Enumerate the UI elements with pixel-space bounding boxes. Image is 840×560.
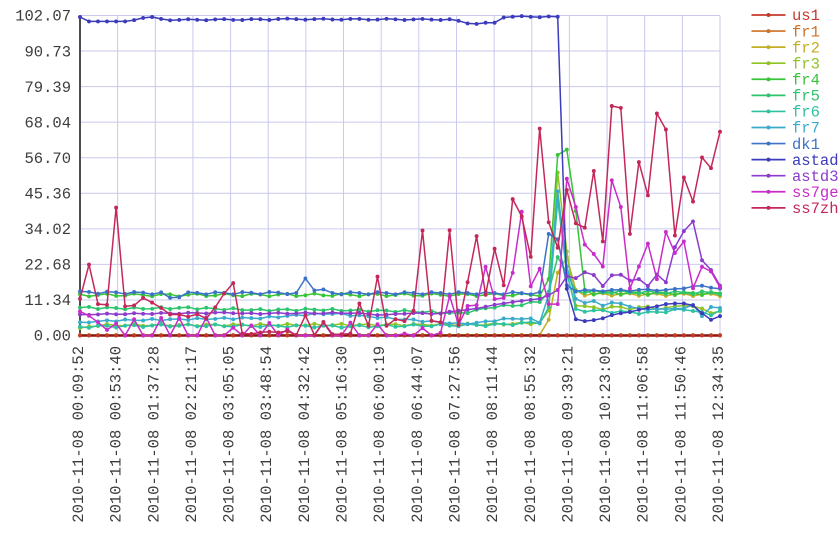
svg-text:2010-11-08 12:34:35: 2010-11-08 12:34:35 [710, 346, 728, 523]
svg-text:2010-11-08 01:37:28: 2010-11-08 01:37:28 [145, 346, 163, 523]
svg-text:2010-11-08 00:53:40: 2010-11-08 00:53:40 [108, 346, 126, 523]
svg-text:fr4: fr4 [792, 71, 820, 89]
svg-text:us1: us1 [792, 7, 820, 25]
svg-text:2010-11-08 11:06:58: 2010-11-08 11:06:58 [635, 346, 653, 523]
svg-text:2010-11-08 00:09:52: 2010-11-08 00:09:52 [70, 346, 88, 523]
svg-text:astd3: astd3 [792, 168, 839, 186]
svg-text:fr3: fr3 [792, 55, 820, 73]
svg-text:2010-11-08 10:23:09: 2010-11-08 10:23:09 [597, 346, 615, 523]
svg-text:astad: astad [792, 152, 839, 170]
svg-text:2010-11-08 09:39:21: 2010-11-08 09:39:21 [559, 346, 577, 523]
svg-text:68.04: 68.04 [24, 114, 71, 132]
svg-text:2010-11-08 08:55:32: 2010-11-08 08:55:32 [522, 346, 540, 523]
svg-text:79.39: 79.39 [24, 79, 71, 97]
svg-text:34.02: 34.02 [24, 221, 71, 239]
svg-text:56.70: 56.70 [24, 150, 71, 168]
svg-text:fr7: fr7 [792, 120, 820, 138]
svg-text:0.00: 0.00 [34, 328, 71, 346]
svg-text:2010-11-08 05:16:30: 2010-11-08 05:16:30 [334, 346, 352, 523]
svg-text:11.34: 11.34 [24, 292, 71, 310]
svg-text:ss7ge: ss7ge [792, 184, 839, 202]
svg-text:ss7zh: ss7zh [792, 200, 839, 218]
svg-text:2010-11-08 03:05:05: 2010-11-08 03:05:05 [221, 346, 239, 523]
svg-text:fr6: fr6 [792, 104, 820, 122]
svg-text:2010-11-08 06:00:19: 2010-11-08 06:00:19 [371, 346, 389, 523]
svg-text:45.36: 45.36 [24, 185, 71, 203]
svg-text:2010-11-08 04:32:42: 2010-11-08 04:32:42 [296, 346, 314, 523]
svg-text:2010-11-08 11:50:46: 2010-11-08 11:50:46 [672, 346, 690, 523]
svg-text:2010-11-08 06:44:07: 2010-11-08 06:44:07 [409, 346, 427, 523]
svg-text:2010-11-08 08:11:44: 2010-11-08 08:11:44 [484, 346, 502, 523]
svg-text:102.07: 102.07 [15, 8, 71, 26]
svg-text:22.68: 22.68 [24, 257, 71, 275]
svg-text:fr1: fr1 [792, 23, 820, 41]
svg-text:fr2: fr2 [792, 39, 820, 57]
svg-text:2010-11-08 03:48:54: 2010-11-08 03:48:54 [258, 346, 276, 523]
svg-text:2010-11-08 02:21:17: 2010-11-08 02:21:17 [183, 346, 201, 523]
svg-text:90.73: 90.73 [24, 43, 71, 61]
svg-text:dk1: dk1 [792, 136, 820, 154]
svg-text:2010-11-08 07:27:56: 2010-11-08 07:27:56 [446, 346, 464, 523]
svg-text:fr5: fr5 [792, 88, 820, 106]
